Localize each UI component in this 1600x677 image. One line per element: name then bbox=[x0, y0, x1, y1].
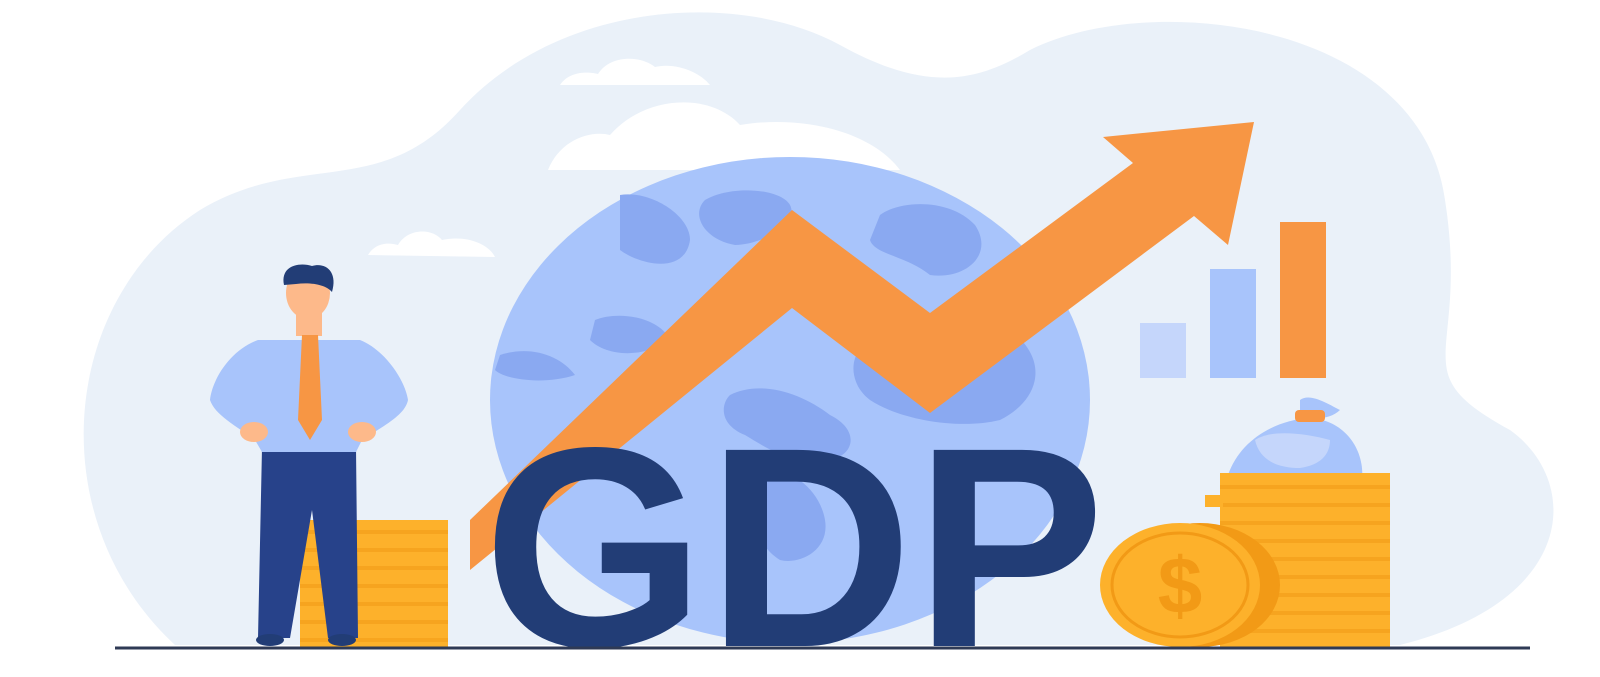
money-bag-icon bbox=[1228, 397, 1363, 480]
bar-medium bbox=[1210, 269, 1256, 378]
bar-small bbox=[1140, 323, 1186, 378]
cloud-icon bbox=[560, 58, 710, 85]
dollar-sign-icon: $ bbox=[1158, 541, 1203, 630]
bar-chart-icon bbox=[1140, 222, 1326, 378]
cloud-icon bbox=[548, 102, 900, 170]
upward-trend-arrow-icon bbox=[470, 122, 1254, 570]
bar-tall bbox=[1280, 222, 1326, 378]
cloud-icon bbox=[368, 231, 495, 257]
gdp-headline: GDP bbox=[483, 389, 1107, 677]
businessman-figure bbox=[210, 264, 408, 646]
dollar-coin-icon: $ bbox=[1100, 523, 1280, 647]
